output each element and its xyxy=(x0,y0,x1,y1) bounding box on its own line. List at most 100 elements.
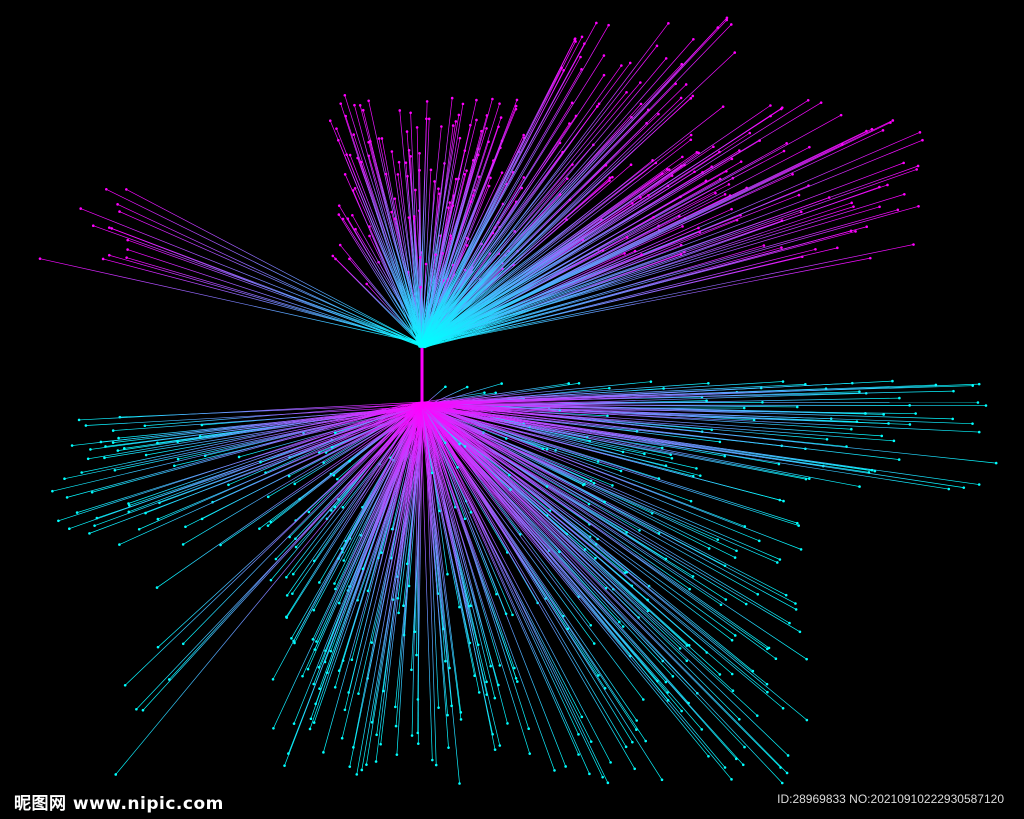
tree-node xyxy=(497,683,500,687)
tree-node xyxy=(359,160,363,164)
tree-node xyxy=(667,22,670,25)
tree-edge xyxy=(421,405,784,709)
tree-node xyxy=(951,417,955,421)
tree-node xyxy=(687,701,690,705)
tree-node xyxy=(450,96,454,100)
tree-node xyxy=(878,205,881,209)
tree-edge xyxy=(419,403,472,513)
tree-node xyxy=(766,647,769,651)
tree-node xyxy=(577,753,580,756)
tree-node xyxy=(430,471,434,475)
tree-edge xyxy=(424,19,728,344)
tree-node xyxy=(476,643,480,647)
tree-edge xyxy=(423,405,579,755)
tree-edge xyxy=(419,401,768,685)
tree-node xyxy=(511,613,514,617)
tree-node xyxy=(342,559,346,562)
tree-node xyxy=(602,54,606,57)
tree-node xyxy=(176,440,179,444)
tree-edge xyxy=(343,402,423,561)
tree-node xyxy=(80,471,83,474)
tree-node xyxy=(480,129,483,133)
tree-node xyxy=(514,107,518,111)
tree-node xyxy=(712,145,715,149)
tree-node xyxy=(841,143,844,146)
tree-node xyxy=(173,464,176,468)
tree-node xyxy=(596,460,600,463)
tree-edge xyxy=(117,204,422,347)
tree-node xyxy=(799,210,803,214)
tree-node xyxy=(390,527,394,531)
tree-node xyxy=(409,111,412,115)
tree-node xyxy=(269,578,273,582)
tree-node xyxy=(797,193,801,197)
tree-node xyxy=(269,520,273,524)
tree-edge xyxy=(420,405,531,754)
tree-node xyxy=(607,23,610,27)
tree-node xyxy=(266,495,270,499)
tree-node xyxy=(361,567,365,571)
tree-node xyxy=(689,499,693,503)
tree-edge xyxy=(316,406,424,642)
tree-node xyxy=(358,104,362,107)
tree-edge xyxy=(293,406,423,575)
tree-edge xyxy=(156,403,421,588)
tree-node xyxy=(463,149,467,152)
tree-node xyxy=(338,243,342,247)
tree-edge xyxy=(420,406,910,425)
tree-edge xyxy=(395,404,422,727)
tree-node xyxy=(437,706,440,709)
tree-edge xyxy=(424,380,893,406)
tree-edge xyxy=(117,404,422,451)
tree-node xyxy=(425,117,428,121)
tree-node xyxy=(498,664,502,667)
tree-node xyxy=(410,668,413,672)
tree-node xyxy=(625,531,628,534)
tree-node xyxy=(504,612,508,616)
tree-node xyxy=(691,575,695,578)
tree-node xyxy=(553,769,556,772)
tree-edge xyxy=(424,406,507,439)
tree-edge xyxy=(332,255,425,347)
tree-node xyxy=(200,423,204,427)
tree-node xyxy=(458,136,462,140)
tree-node xyxy=(765,682,769,686)
tree-node xyxy=(628,61,632,65)
tree-edge xyxy=(423,227,699,345)
tree-node xyxy=(604,164,608,167)
tree-node xyxy=(458,442,461,446)
tree-edge xyxy=(423,98,453,346)
tree-node xyxy=(437,187,440,191)
tree-node xyxy=(331,254,335,258)
tree-edge xyxy=(58,402,421,522)
tree-node xyxy=(128,504,131,507)
tree-node xyxy=(581,483,585,487)
tree-node xyxy=(723,193,727,196)
tree-edge xyxy=(106,188,424,346)
tree-node xyxy=(283,764,286,767)
tree-node xyxy=(181,642,185,646)
tree-node xyxy=(730,672,734,676)
tree-edge xyxy=(422,142,787,347)
tree-node xyxy=(397,160,401,164)
tree-node xyxy=(545,448,549,451)
tree-node xyxy=(494,391,497,395)
tree-node xyxy=(700,728,704,731)
tree-node xyxy=(799,548,803,551)
tree-node xyxy=(692,37,695,41)
tree-node xyxy=(662,387,665,390)
tree-edge xyxy=(424,406,507,614)
tree-node xyxy=(691,94,695,98)
tree-node xyxy=(522,176,526,179)
tree-node xyxy=(681,155,684,159)
tree-node xyxy=(723,766,727,769)
tree-node xyxy=(352,746,355,749)
tree-node xyxy=(795,521,799,525)
tree-node xyxy=(646,108,650,112)
tree-node xyxy=(716,26,720,29)
tree-node xyxy=(602,73,606,77)
tree-node xyxy=(781,380,785,383)
tree-node xyxy=(908,423,912,426)
tree-node xyxy=(870,468,874,472)
tree-node xyxy=(718,440,722,444)
